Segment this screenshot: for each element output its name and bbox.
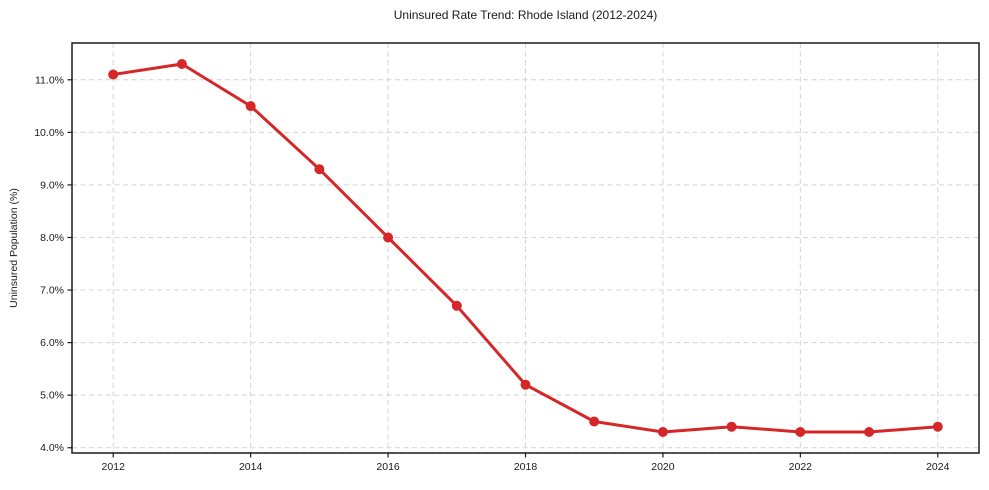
y-tick-label: 9.0%: [40, 179, 64, 191]
x-tick-label: 2024: [926, 461, 950, 473]
data-point: [589, 416, 600, 427]
y-tick-label: 4.0%: [40, 442, 64, 454]
data-point: [795, 427, 806, 437]
x-tick-label: 2014: [239, 461, 263, 473]
x-tick-label: 2012: [102, 461, 126, 473]
data-point: [864, 427, 875, 437]
data-point: [657, 427, 668, 437]
data-point: [726, 421, 737, 432]
y-tick-label: 10.0%: [34, 127, 64, 139]
x-tick-label: 2020: [651, 461, 675, 473]
data-point: [451, 300, 462, 311]
chart-title: Uninsured Rate Trend: Rhode Island (2012…: [393, 8, 658, 22]
x-tick-label: 2016: [376, 461, 400, 473]
y-tick-label: 7.0%: [40, 285, 64, 297]
data-point: [314, 164, 325, 175]
x-tick-label: 2022: [789, 461, 813, 473]
data-point: [932, 421, 943, 432]
data-point: [383, 232, 394, 243]
x-tick-label: 2018: [514, 461, 538, 473]
data-point: [245, 101, 256, 112]
data-point: [520, 379, 531, 390]
data-point: [176, 59, 187, 69]
data-point: [108, 69, 119, 80]
y-tick-label: 11.0%: [35, 74, 64, 86]
y-tick-label: 8.0%: [40, 232, 64, 244]
y-tick-label: 5.0%: [40, 390, 64, 402]
y-tick-label: 6.0%: [40, 337, 64, 349]
